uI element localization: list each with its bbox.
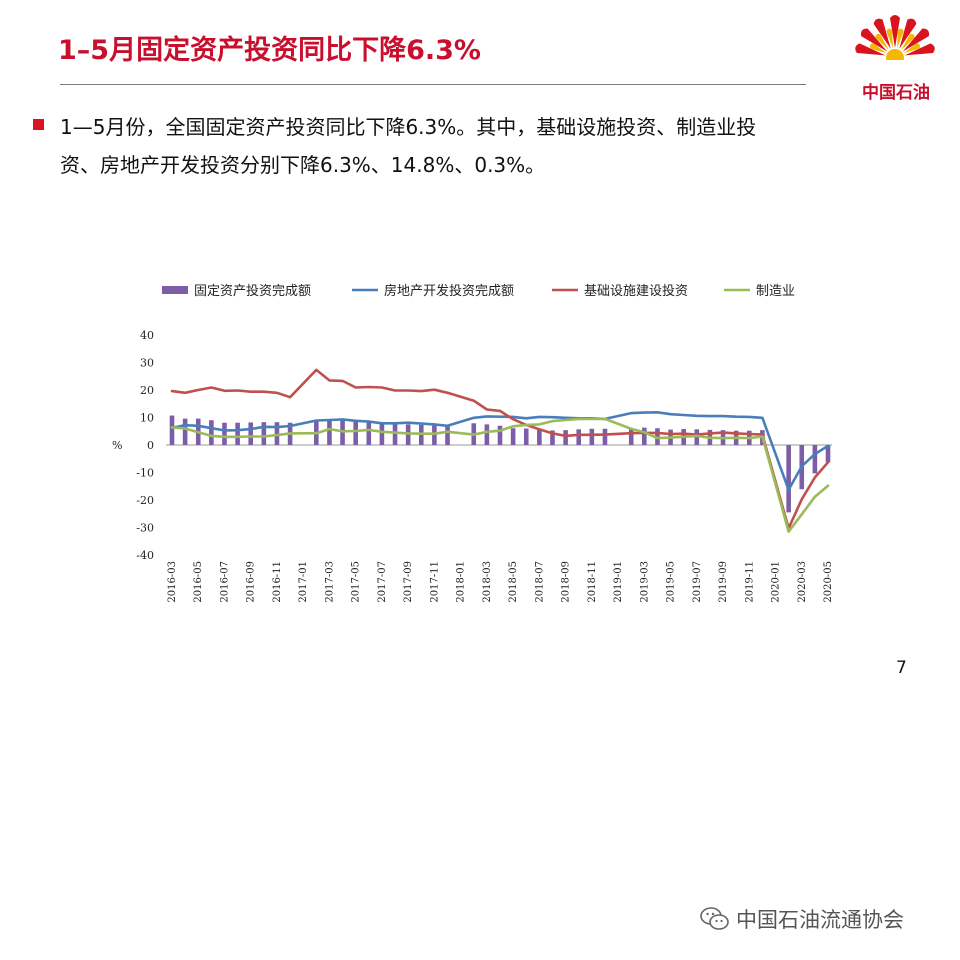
y-tick-label-1: 30 — [140, 357, 154, 370]
bar-2018-04 — [497, 425, 503, 445]
investment-chart: 固定资产投资完成额 房地产开发投资完成额 基础设施建设投资 制造业 40 30 20 10 0… — [112, 283, 834, 603]
bar-2017-05 — [353, 421, 358, 445]
bar-2016-03 — [169, 415, 175, 445]
y-tick-label-2: 20 — [140, 384, 154, 397]
bar-2020-02 — [786, 445, 791, 513]
x-tick-label-23: 2020-01 — [771, 561, 782, 603]
x-tick-label-19: 2019-05 — [666, 561, 677, 603]
logo-text: 中国石油 — [862, 83, 930, 103]
x-tick-label-10: 2017-11 — [429, 561, 440, 603]
y-tick-label-0: 40 — [140, 329, 154, 342]
bar-2018-10 — [576, 429, 582, 445]
bar-2018-07 — [537, 429, 542, 445]
watermark-text: 中国石油流通协会 — [736, 908, 904, 932]
bar-2018-05 — [510, 428, 516, 445]
title-divider — [60, 84, 806, 85]
bar-2018-03 — [484, 424, 490, 445]
legend-label-0: 固定资产投资完成额 — [194, 283, 311, 299]
x-tick-label-16: 2018-11 — [587, 561, 598, 603]
bar-2016-10 — [261, 422, 267, 445]
x-tick-label-21: 2019-09 — [718, 561, 729, 603]
x-tick-label-12: 2018-03 — [482, 561, 493, 603]
bar-2016-09 — [248, 422, 254, 445]
bullet-marker — [33, 119, 44, 130]
x-tick-label-13: 2018-05 — [508, 561, 519, 603]
bar-2018-09 — [563, 430, 568, 445]
legend-label-2: 基础设施建设投资 — [584, 283, 688, 299]
x-tick-label-5: 2017-01 — [298, 561, 309, 603]
x-tick-label-7: 2017-05 — [351, 561, 362, 603]
x-tick-label-0: 2016-03 — [167, 561, 178, 603]
x-tick-label-9: 2017-09 — [403, 561, 414, 603]
bar-2016-04 — [182, 418, 188, 445]
page-number: 7 — [896, 658, 907, 678]
chart-legend: 固定资产投资完成额 房地产开发投资完成额 基础设施建设投资 制造业 — [162, 283, 795, 299]
x-tick-label-17: 2019-01 — [613, 561, 624, 603]
x-tick-label-2: 2016-07 — [219, 561, 230, 603]
line-series — [170, 368, 830, 533]
y-tick-label-6: -20 — [136, 494, 154, 507]
y-tick-label-3: 10 — [140, 412, 154, 425]
bar-2018-11 — [589, 428, 595, 445]
bar-2019-03 — [642, 427, 647, 445]
x-tick-label-8: 2017-07 — [377, 561, 388, 603]
bar-2017-06 — [366, 421, 372, 445]
x-tick-label-4: 2016-11 — [272, 561, 283, 603]
watermark: 中国石油流通协会 — [700, 904, 904, 934]
x-tick-label-24: 2020-03 — [797, 561, 808, 603]
slide-title: 1–5月固定资产投资同比下降6.3% — [58, 35, 481, 66]
bar-2016-07 — [222, 422, 227, 445]
x-tick-label-3: 2016-09 — [246, 561, 257, 603]
company-logo-icon — [853, 15, 937, 74]
chart-axes: 40 30 20 10 0 -10 -20 -30 -40% 2016-03 2016-05 2016… — [112, 329, 834, 603]
bar-2017-11 — [432, 425, 437, 445]
bar-2017-04 — [340, 420, 345, 445]
x-tick-label-11: 2018-01 — [456, 561, 467, 603]
y-tick-label-8: -40 — [136, 549, 154, 562]
bar-2016-08 — [235, 422, 240, 445]
x-tick-label-6: 2017-03 — [324, 561, 335, 603]
bar-2017-03 — [327, 419, 332, 445]
bar-2019-04 — [655, 428, 660, 445]
x-tick-label-22: 2019-11 — [744, 561, 755, 603]
bar-2017-08 — [392, 423, 398, 445]
x-tick-label-25: 2020-05 — [823, 561, 834, 603]
line-series-0 — [170, 411, 830, 492]
bar-2018-08 — [550, 430, 555, 445]
bullet-paragraph: 1—5月份，全国固定资产投资同比下降6.3%。其中，基础设施投资、制造业投 资、… — [60, 108, 910, 184]
x-tick-label-15: 2018-09 — [561, 561, 572, 603]
line-series-2 — [170, 417, 830, 533]
line-series-1 — [170, 368, 830, 530]
x-tick-label-20: 2019-07 — [692, 561, 703, 603]
bullet-line-1: 1—5月份，全国固定资产投资同比下降6.3%。其中，基础设施投资、制造业投 — [60, 115, 757, 139]
bar-2017-12 — [445, 425, 450, 445]
wechat-icon — [700, 907, 729, 930]
x-tick-label-14: 2018-07 — [534, 561, 545, 603]
x-tick-label-18: 2019-03 — [639, 561, 650, 603]
x-tick-label-1: 2016-05 — [193, 561, 204, 603]
bar-2020-05 — [825, 445, 831, 463]
bar-2017-07 — [379, 422, 385, 445]
bar-2016-06 — [209, 420, 214, 445]
legend-label-1: 房地产开发投资完成额 — [384, 283, 514, 299]
bar-2018-06 — [523, 428, 529, 445]
bar-2018-12 — [602, 428, 608, 445]
bar-2020-04 — [812, 445, 818, 474]
bar-2016-11 — [274, 422, 280, 445]
y-axis-label: % — [112, 439, 122, 452]
legend-swatch-0 — [162, 286, 188, 294]
y-tick-label-4: 0 — [147, 439, 154, 452]
bar-2019-02 — [628, 428, 634, 445]
legend-label-3: 制造业 — [756, 284, 795, 299]
y-tick-label-5: -10 — [136, 467, 154, 480]
bullet-line-2: 资、房地产开发投资分别下降6.3%、14.8%、0.3%。 — [60, 153, 546, 177]
y-tick-label-7: -30 — [136, 522, 154, 535]
